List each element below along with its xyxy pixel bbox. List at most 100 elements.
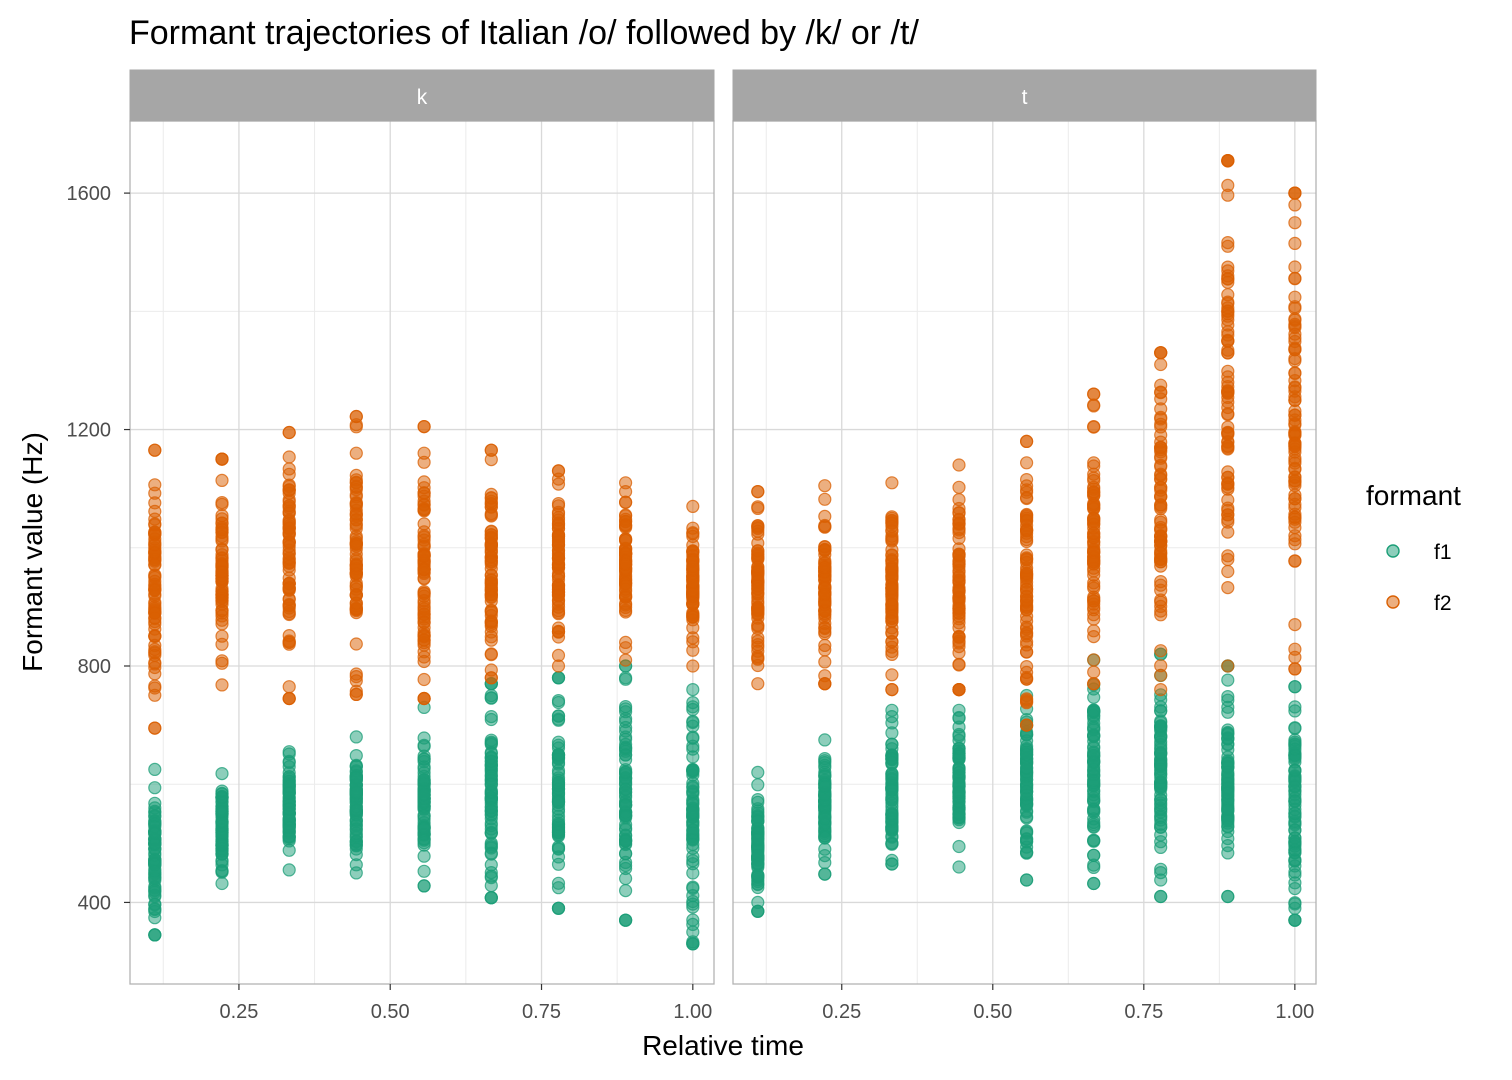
data-point bbox=[1288, 617, 1302, 632]
data-point bbox=[1288, 301, 1302, 315]
data-point bbox=[1288, 774, 1302, 789]
data-point bbox=[349, 785, 363, 799]
data-point bbox=[618, 635, 633, 650]
data-point bbox=[818, 733, 832, 747]
data-point bbox=[417, 562, 431, 576]
data-point bbox=[1288, 260, 1302, 274]
data-point bbox=[1221, 659, 1235, 673]
data-point bbox=[1288, 384, 1302, 398]
series-f1-t bbox=[751, 647, 1302, 927]
legend-key-f2 bbox=[1386, 595, 1400, 609]
data-point bbox=[551, 825, 566, 839]
data-point bbox=[686, 610, 700, 624]
data-point bbox=[1087, 665, 1101, 679]
facet-label-k: k bbox=[417, 86, 428, 109]
data-point bbox=[686, 682, 700, 697]
chart-title: Formant trajectories of Italian /o/ foll… bbox=[129, 14, 919, 52]
data-point bbox=[1154, 771, 1168, 785]
data-point bbox=[1019, 810, 1034, 824]
data-point bbox=[618, 798, 633, 812]
data-point bbox=[686, 635, 700, 649]
data-point bbox=[1288, 700, 1302, 714]
data-point bbox=[484, 671, 498, 685]
data-point bbox=[1154, 798, 1168, 812]
data-point bbox=[885, 783, 899, 797]
data-point bbox=[818, 830, 832, 845]
data-point bbox=[484, 491, 498, 505]
data-point bbox=[215, 876, 229, 891]
data-point bbox=[215, 497, 229, 511]
data-point bbox=[686, 527, 700, 541]
data-point bbox=[818, 855, 832, 870]
data-point bbox=[282, 786, 296, 800]
data-point bbox=[686, 764, 700, 778]
data-point bbox=[751, 765, 765, 780]
y-tick-label-1600: 1600 bbox=[67, 183, 112, 205]
data-point bbox=[885, 857, 899, 871]
data-point bbox=[215, 452, 229, 466]
data-point bbox=[818, 543, 832, 557]
data-point bbox=[1221, 564, 1235, 579]
data-point bbox=[417, 446, 431, 460]
data-point bbox=[952, 785, 966, 800]
data-point bbox=[885, 476, 899, 490]
data-point bbox=[1288, 186, 1302, 200]
data-point bbox=[818, 638, 832, 653]
series-f1-k bbox=[148, 659, 700, 951]
data-point bbox=[1087, 746, 1101, 761]
data-point bbox=[818, 758, 832, 773]
data-point bbox=[818, 867, 832, 881]
data-point bbox=[1288, 806, 1302, 820]
data-point bbox=[282, 527, 296, 541]
data-point bbox=[282, 539, 296, 553]
panel-k: k 0.25 0.50 0.75 1.00 bbox=[124, 69, 715, 1023]
data-point bbox=[215, 542, 229, 556]
data-point bbox=[484, 554, 498, 568]
data-point bbox=[818, 779, 832, 794]
data-point bbox=[349, 479, 363, 493]
data-point bbox=[282, 745, 296, 759]
data-point bbox=[1221, 814, 1235, 828]
data-point bbox=[751, 895, 765, 910]
x-tick-label: 0.75 bbox=[522, 1001, 561, 1023]
data-point bbox=[1221, 328, 1235, 342]
data-point bbox=[417, 615, 431, 629]
data-point bbox=[885, 703, 899, 717]
data-point bbox=[349, 539, 363, 553]
data-point bbox=[1154, 357, 1168, 372]
data-point bbox=[952, 839, 966, 854]
data-point bbox=[1288, 881, 1302, 896]
data-point bbox=[686, 913, 700, 927]
data-point bbox=[952, 547, 966, 561]
x-tick-label: 1.00 bbox=[673, 1001, 712, 1023]
data-point bbox=[818, 492, 832, 506]
data-point bbox=[349, 518, 363, 533]
data-point bbox=[885, 524, 899, 538]
data-point bbox=[1288, 510, 1302, 524]
data-point bbox=[1019, 873, 1034, 887]
data-point bbox=[349, 771, 363, 785]
data-point bbox=[952, 749, 966, 763]
data-point bbox=[215, 604, 229, 618]
data-point bbox=[686, 779, 700, 794]
data-point bbox=[148, 478, 162, 492]
data-point bbox=[215, 508, 229, 523]
data-point bbox=[484, 590, 498, 605]
data-point bbox=[417, 691, 431, 706]
data-point bbox=[1087, 474, 1101, 488]
data-point bbox=[1154, 644, 1168, 658]
data-point bbox=[1087, 456, 1101, 470]
data-point bbox=[215, 656, 229, 670]
data-point bbox=[484, 878, 498, 893]
data-point bbox=[818, 677, 832, 691]
facet-label-t: t bbox=[1022, 86, 1028, 109]
data-point bbox=[1288, 492, 1302, 506]
data-point bbox=[618, 740, 633, 754]
data-point bbox=[1288, 343, 1302, 357]
data-point bbox=[1154, 467, 1168, 481]
data-point bbox=[484, 443, 498, 457]
data-point bbox=[215, 525, 229, 540]
data-point bbox=[1288, 554, 1302, 568]
data-point bbox=[148, 557, 162, 572]
data-point bbox=[1087, 804, 1101, 818]
